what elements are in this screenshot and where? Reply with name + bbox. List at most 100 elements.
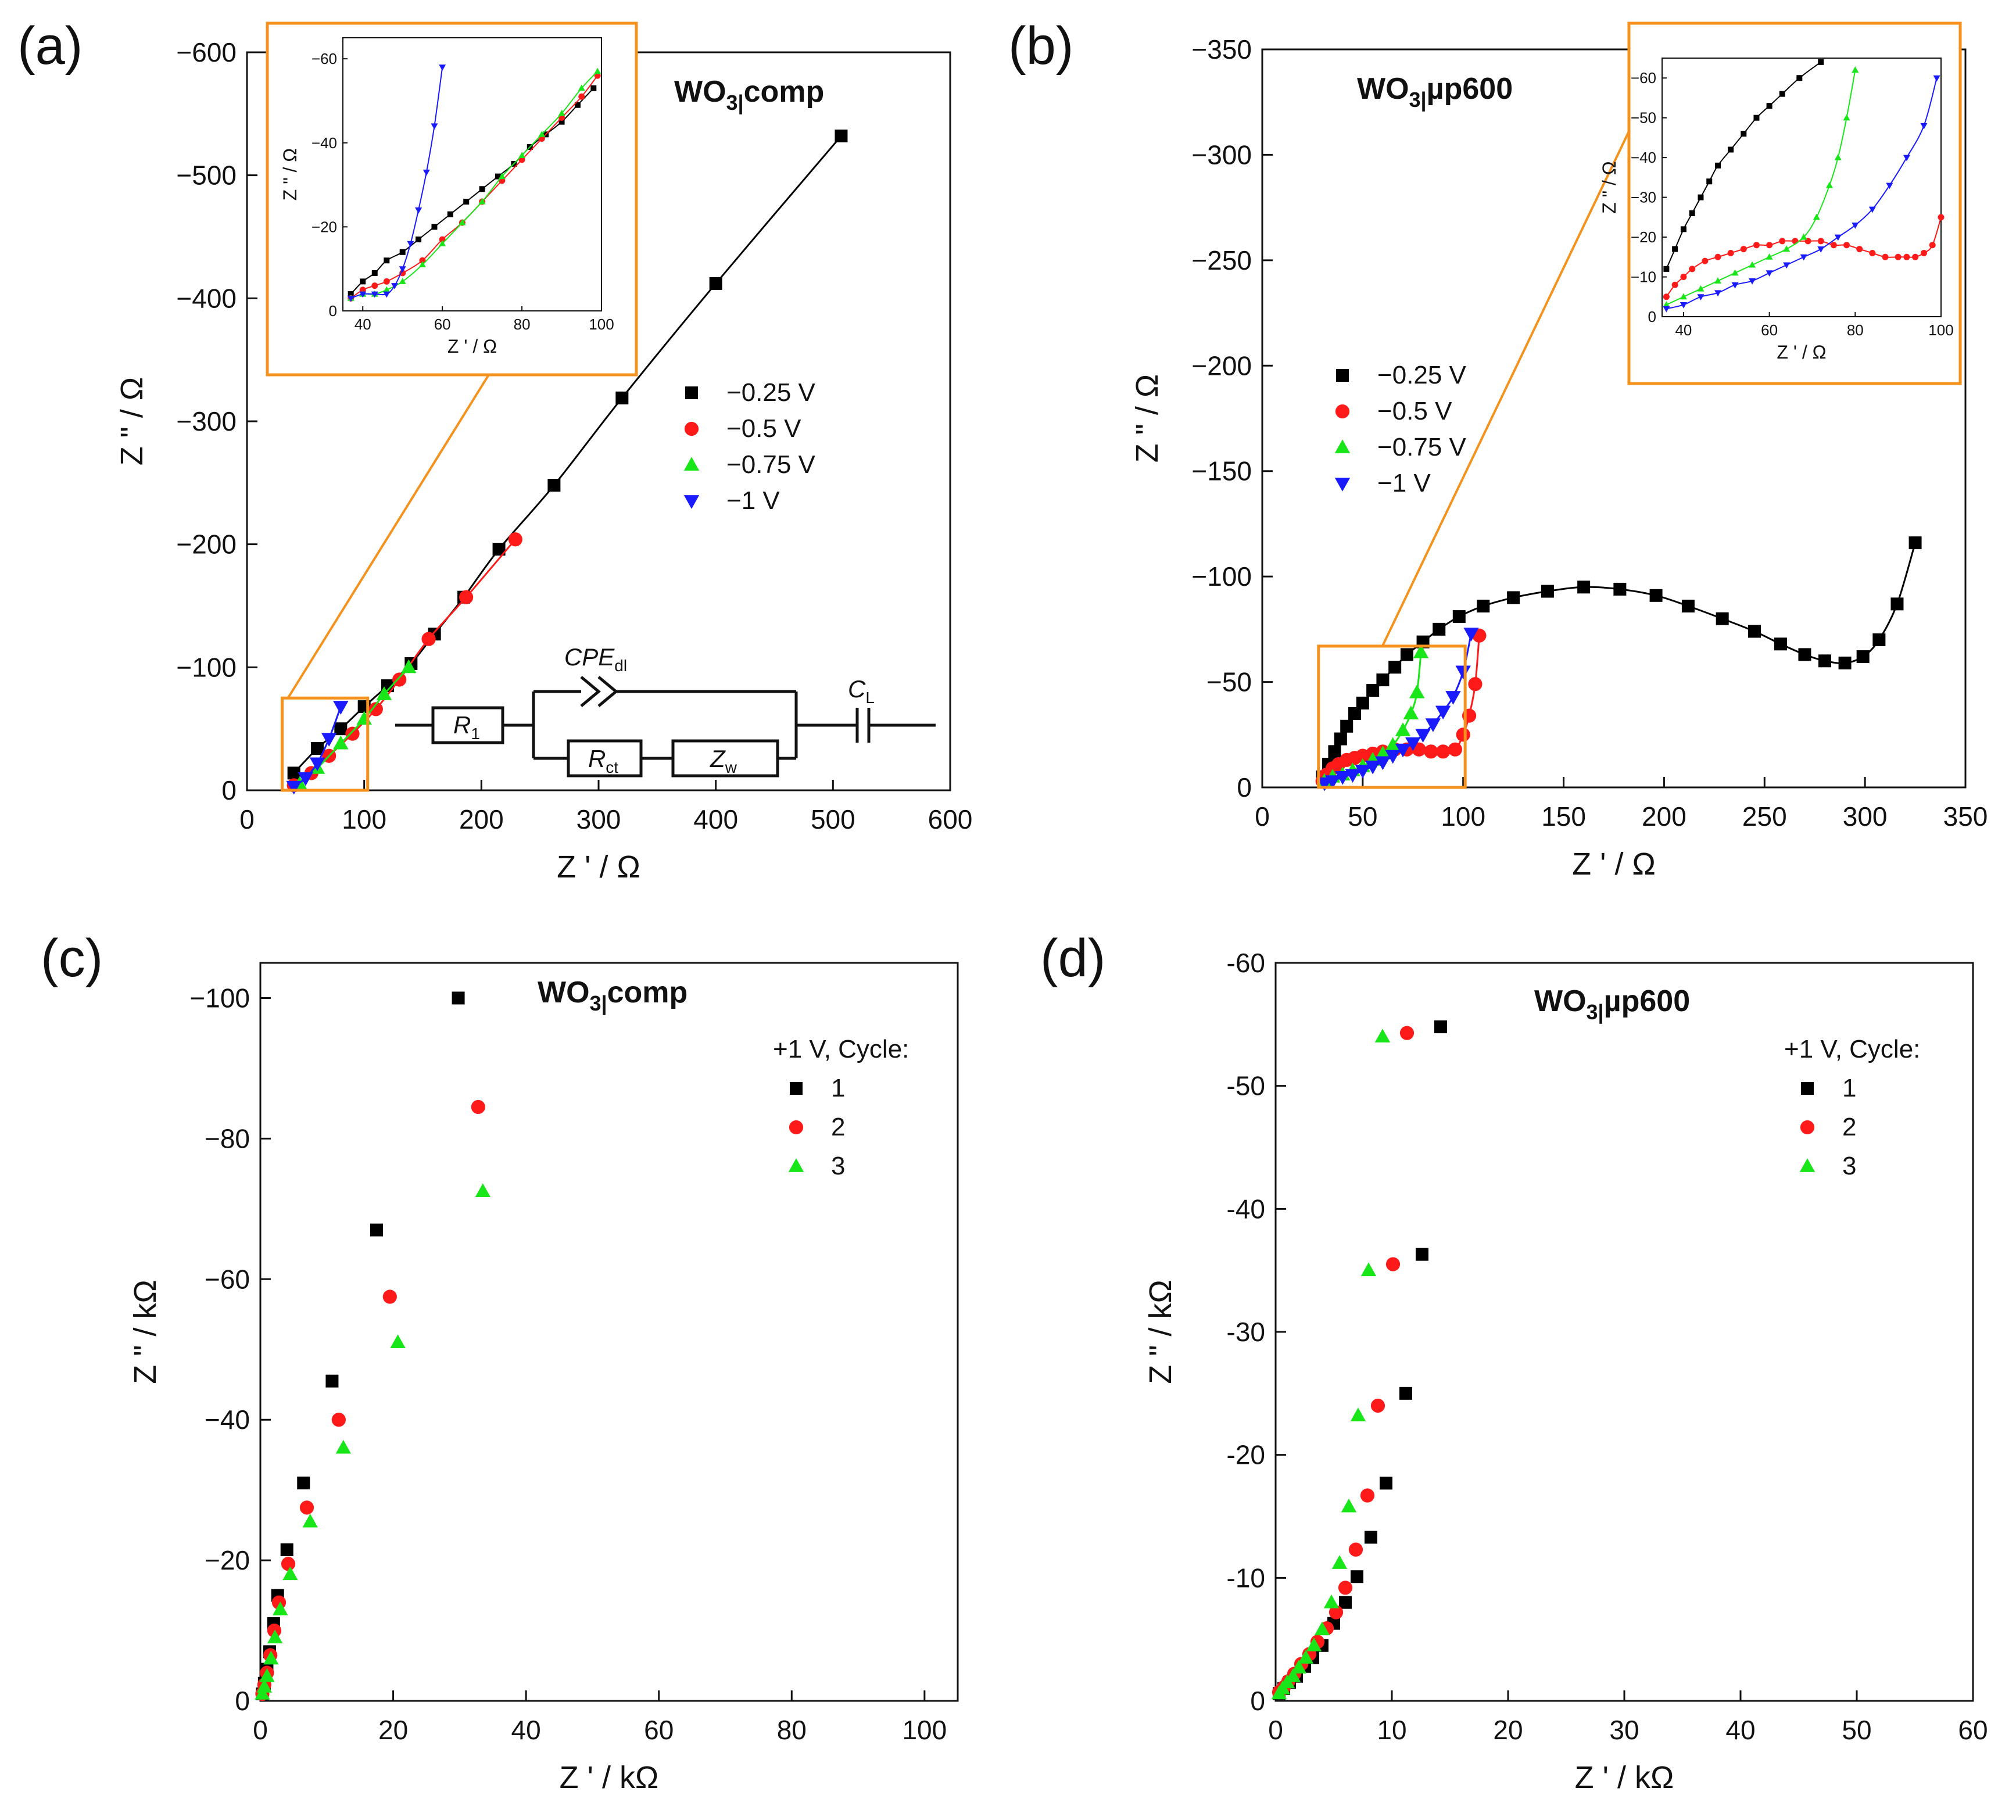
inset-y-axis-label: Z " / Ω <box>1599 161 1620 213</box>
data-point-series-2 <box>259 1668 275 1682</box>
chart-title-main: WO <box>674 75 726 109</box>
data-point-series-1 <box>1424 744 1438 759</box>
y-tick-label: −20 <box>1631 228 1656 246</box>
data-point-series-3 <box>321 733 337 747</box>
data-point-series-2 <box>1374 1029 1391 1042</box>
data-point-series-2 <box>475 1183 491 1197</box>
legend-marker-1 <box>1335 404 1350 419</box>
chart-title: WO3|comp <box>538 976 687 1016</box>
x-tick-label: 0 <box>1268 1715 1283 1745</box>
data-point-series-3 <box>1800 254 1807 261</box>
data-point-series-0 <box>1779 91 1785 97</box>
data-point-series-1 <box>1779 238 1786 245</box>
data-point-series-3 <box>1697 294 1705 301</box>
data-point-series-0 <box>1796 75 1803 81</box>
data-point-series-3 <box>1868 206 1876 213</box>
data-point-series-0 <box>1477 599 1490 612</box>
data-point-series-0 <box>280 1543 293 1556</box>
x-tick-label: 60 <box>644 1715 674 1745</box>
data-point-series-0 <box>479 186 485 192</box>
y-tick-label: 0 <box>1237 772 1252 802</box>
data-point-series-2 <box>1697 285 1705 292</box>
series-fit-line-0 <box>293 135 842 774</box>
data-point-series-3 <box>1463 628 1479 642</box>
data-point-series-2 <box>1298 1650 1314 1664</box>
inset-x-axis-label: Z ' / Ω <box>1777 342 1826 363</box>
data-point-series-3 <box>1731 282 1739 289</box>
data-point-series-0 <box>371 270 378 276</box>
plot-frame <box>1261 48 1967 789</box>
data-point-series-0 <box>1890 597 1904 611</box>
data-point-series-1 <box>578 93 585 100</box>
data-point-series-1 <box>1663 293 1670 300</box>
data-point-series-3 <box>391 283 398 289</box>
y-tick-label: -30 <box>1227 1317 1265 1347</box>
x-tick-label: 80 <box>1847 321 1864 339</box>
data-point-series-1 <box>331 1413 346 1427</box>
circuit-label-cpe-main: CPE <box>564 643 615 671</box>
data-point-series-0 <box>1366 684 1380 697</box>
x-tick-label: 0 <box>253 1715 268 1745</box>
data-point-series-1 <box>371 282 378 289</box>
x-tick-label: 250 <box>1742 801 1787 832</box>
data-point-series-0 <box>311 742 324 755</box>
data-point-series-3 <box>1886 182 1893 189</box>
y-tick-label: −40 <box>205 1405 250 1435</box>
data-point-series-1 <box>471 1099 485 1115</box>
data-point-series-2 <box>390 1334 406 1349</box>
panel-b-chart: 0 50 100 150 200 250 300 3500−50−100−150−200−25… <box>1008 16 1988 882</box>
data-point-series-1 <box>421 632 436 646</box>
legend-title: +1 V, Cycle: <box>1784 1035 1920 1063</box>
legend-label-2: −0.75 V <box>1377 433 1467 461</box>
data-point-series-0 <box>1672 246 1678 252</box>
panel-label: (b) <box>1008 16 1073 76</box>
x-tick-label: 150 <box>1541 801 1586 832</box>
data-point-series-1 <box>1385 1257 1401 1271</box>
legend-marker-0 <box>1336 369 1349 382</box>
circuit-label-rct: Rct <box>588 745 618 776</box>
y-tick-label: −50 <box>1631 109 1656 127</box>
data-point-series-3 <box>415 207 422 214</box>
data-point-series-2 <box>273 1602 288 1615</box>
x-tick-label: 40 <box>1725 1715 1755 1745</box>
data-point-series-0 <box>1340 719 1353 733</box>
data-point-series-1 <box>419 257 426 264</box>
data-point-series-2 <box>333 735 349 750</box>
data-point-series-3 <box>1345 769 1360 783</box>
circuit-label-cl: CL <box>848 675 875 707</box>
x-axis-label: Z ' / kΩ <box>1575 1760 1674 1795</box>
data-point-series-1 <box>1671 281 1678 288</box>
data-point-series-0 <box>1328 745 1341 758</box>
legend-label-3: −1 V <box>1377 469 1431 497</box>
data-point-series-0 <box>452 991 465 1005</box>
legend-label-0: 1 <box>831 1074 845 1102</box>
x-tick-label: 200 <box>459 804 504 834</box>
chart-title-main: WO <box>1357 72 1409 106</box>
data-point-series-3 <box>1355 765 1371 779</box>
data-point-series-0 <box>416 237 422 243</box>
data-point-series-3 <box>383 291 391 298</box>
data-point-series-0 <box>590 85 597 91</box>
data-point-series-0 <box>547 479 561 492</box>
data-point-series-1 <box>1938 214 1945 221</box>
y-tick-label: −60 <box>1631 69 1656 87</box>
data-point-series-1 <box>1869 249 1876 256</box>
data-point-series-2 <box>558 109 565 116</box>
data-point-series-0 <box>370 1223 383 1237</box>
data-point-series-1 <box>267 1623 282 1638</box>
data-point-series-2 <box>518 152 526 158</box>
data-point-series-3 <box>347 295 354 302</box>
chart-title-sub: 3| <box>1409 88 1427 112</box>
data-point-series-2 <box>478 198 486 205</box>
x-tick-label: 50 <box>1348 801 1377 832</box>
data-point-series-1 <box>459 590 474 604</box>
data-point-series-3 <box>298 772 314 786</box>
legend-marker-3 <box>1334 478 1351 492</box>
legend-label-0: −0.25 V <box>726 378 816 407</box>
data-point-series-2 <box>1749 261 1756 268</box>
data-point-series-3 <box>1405 737 1421 751</box>
equivalent-circuit <box>395 676 936 778</box>
inset-border <box>1627 22 1962 385</box>
data-point-series-3 <box>1817 246 1825 253</box>
data-point-series-0 <box>1728 146 1734 153</box>
